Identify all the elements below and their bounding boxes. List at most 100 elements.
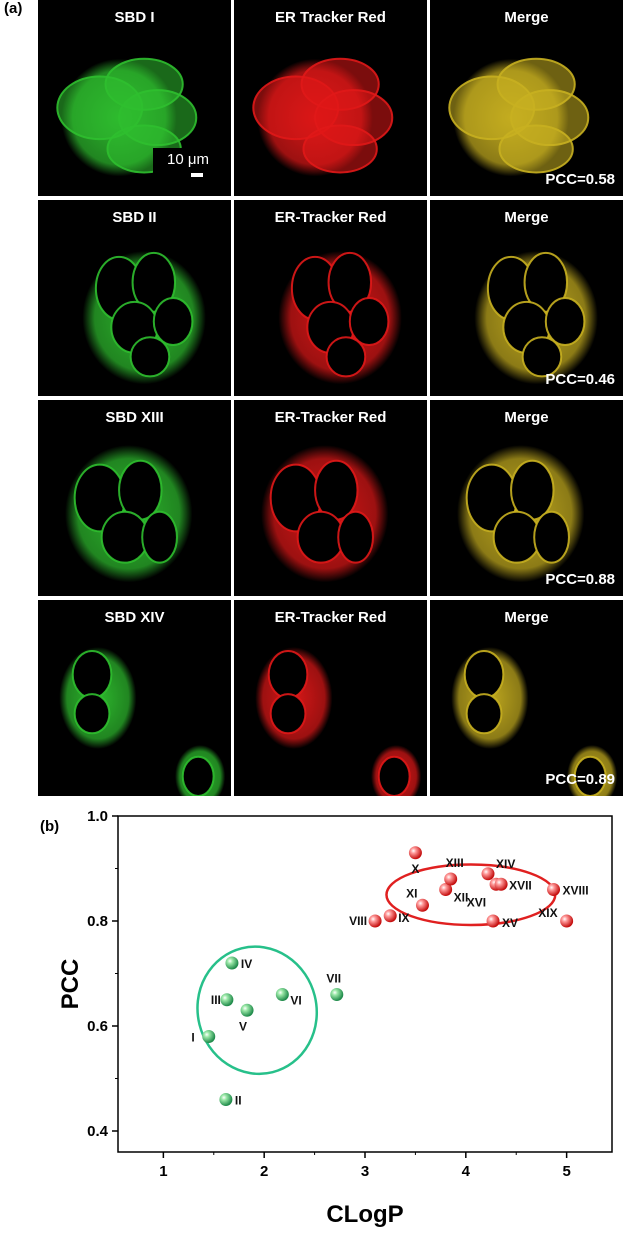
pcc-value: PCC=0.88 (545, 571, 615, 588)
cell-image (261, 445, 389, 583)
x-axis-label: CLogP (326, 1201, 403, 1228)
cell-image (474, 250, 598, 385)
cell-image (82, 250, 206, 385)
nucleus (533, 510, 570, 564)
scale-bar-label: 10 μm (167, 151, 209, 168)
x-tick-label: 5 (562, 1163, 570, 1180)
point-label: III (211, 993, 221, 1007)
image-tile-tracker-row-1: ER Tracker Red (234, 0, 427, 196)
data-point-I (202, 1030, 216, 1043)
y-tick-label: 0.8 (87, 913, 108, 930)
nucleus (181, 755, 215, 796)
x-tick-label: 4 (462, 1163, 471, 1180)
point-label: XIII (446, 856, 464, 870)
x-tick-label: 1 (159, 1163, 167, 1180)
nucleus (498, 124, 574, 174)
point-label: VII (326, 972, 341, 986)
data-point-XVIII (547, 883, 561, 896)
point-label: X (411, 862, 419, 876)
data-point-VIII (368, 914, 382, 928)
y-tick-label: 0.4 (87, 1123, 109, 1140)
tile-title: ER Tracker Red (275, 9, 386, 26)
data-point-III (220, 993, 234, 1007)
point-label: XI (406, 886, 417, 900)
point-label: II (235, 1094, 242, 1108)
tile-title: SBD XIII (105, 409, 164, 426)
point-label: IV (241, 957, 252, 971)
panel-a-label: (a) (4, 0, 23, 17)
tile-title: ER-Tracker Red (274, 409, 387, 426)
data-point-IX (383, 909, 397, 923)
cell-image (278, 250, 402, 385)
nucleus (152, 297, 194, 347)
nucleus (325, 336, 367, 378)
data-point-V (240, 1003, 254, 1017)
data-point-XIII (444, 872, 458, 886)
point-label: XIX (538, 906, 557, 920)
point-label: XVII (509, 878, 532, 892)
image-tile-merge-row-1: Merge PCC=0.58 (430, 0, 623, 196)
nucleus (302, 124, 378, 174)
cell-image (457, 445, 585, 583)
point-label: XII (454, 891, 469, 905)
point-label: VIII (349, 914, 367, 928)
tile-title: SBD XIV (104, 609, 165, 626)
tile-title: Merge (504, 9, 549, 26)
nucleus (465, 693, 503, 735)
panel-b-label: (b) (40, 818, 60, 835)
data-point-VI (275, 988, 289, 1001)
image-tile-tracker-row-4: ER-Tracker Red (234, 600, 427, 796)
point-label: XVIII (563, 884, 589, 898)
point-label: XVI (467, 895, 486, 909)
data-point-X (408, 846, 422, 860)
data-point-XV (486, 914, 500, 928)
data-point-XIV (481, 867, 495, 881)
scale-bar-line (191, 173, 203, 177)
nucleus (269, 693, 307, 735)
nucleus (73, 693, 111, 735)
cell-image (56, 57, 198, 177)
pcc-value: PCC=0.89 (545, 771, 615, 788)
point-label: XIV (496, 857, 515, 871)
image-tile-merge-row-2: Merge PCC=0.46 (430, 200, 623, 396)
image-tile-probe-row-2: SBD II (38, 200, 231, 396)
point-label: I (191, 1031, 194, 1045)
data-point-XII (439, 883, 453, 896)
point-label: IX (398, 911, 409, 925)
image-tile-merge-row-4: Merge PCC=0.89 (430, 600, 623, 796)
y-tick-label: 1.0 (87, 808, 108, 825)
data-point-II (219, 1093, 233, 1106)
y-axis-label: PCC (57, 959, 84, 1010)
nucleus (141, 510, 178, 564)
nucleus (100, 510, 150, 564)
nucleus (71, 649, 113, 700)
image-tile-tracker-row-2: ER-Tracker Red (234, 200, 427, 396)
image-tile-tracker-row-3: ER-Tracker Red (234, 400, 427, 596)
pcc-value: PCC=0.46 (545, 371, 615, 388)
tile-title: Merge (504, 409, 549, 426)
nucleus (521, 336, 563, 378)
x-tick-label: 2 (260, 1163, 268, 1180)
tile-title: Merge (504, 609, 549, 626)
tile-title: SBD I (114, 9, 155, 26)
nucleus (377, 755, 411, 796)
nucleus (463, 649, 505, 700)
data-point-XI (415, 898, 429, 912)
data-point-IV (225, 956, 239, 970)
data-point-XVII (494, 877, 508, 891)
tile-title: ER-Tracker Red (274, 609, 387, 626)
cell-image (255, 647, 422, 796)
y-tick-label: 0.6 (87, 1018, 108, 1035)
point-label: VI (290, 994, 301, 1008)
image-tile-probe-row-1: SBD I 10 μm (38, 0, 231, 196)
nucleus (296, 510, 346, 564)
tile-title: ER-Tracker Red (274, 209, 387, 226)
data-point-XIX (560, 914, 574, 928)
cell-image (451, 647, 618, 796)
nucleus (267, 649, 309, 700)
plot-frame (117, 815, 613, 1153)
tile-title: Merge (504, 209, 549, 226)
green-cluster-ellipse (196, 945, 319, 1076)
image-tile-probe-row-3: SBD XIII (38, 400, 231, 596)
nucleus (129, 336, 171, 378)
